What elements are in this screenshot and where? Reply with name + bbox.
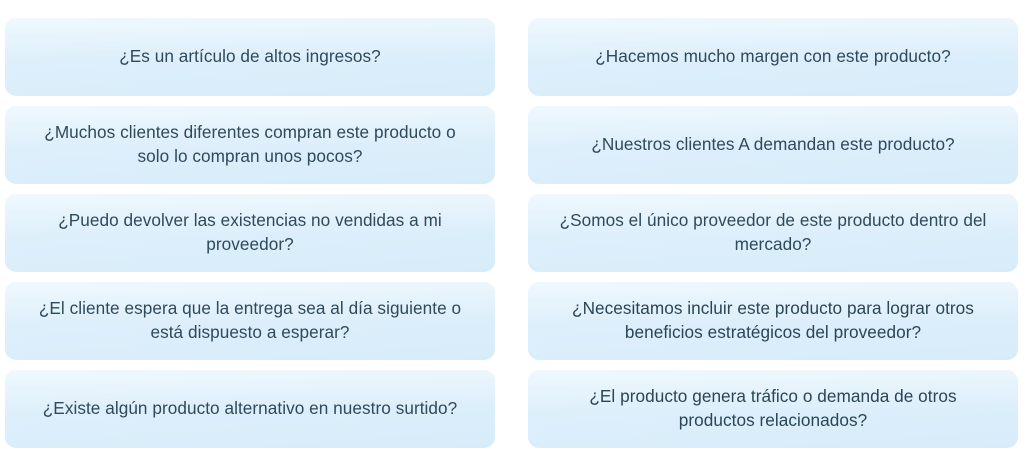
- question-card-text: ¿El producto genera tráfico o demanda de…: [589, 385, 957, 430]
- question-card-text: ¿Puedo devolver las existencias no vendi…: [58, 209, 442, 254]
- question-card-5[interactable]: ¿Puedo devolver las existencias no vendi…: [5, 194, 495, 272]
- question-card-9[interactable]: ¿Existe algún producto alternativo en nu…: [5, 370, 495, 448]
- question-card-8[interactable]: ¿Necesitamos incluir este producto para …: [528, 282, 1018, 360]
- question-card-10[interactable]: ¿El producto genera tráfico o demanda de…: [528, 370, 1018, 448]
- question-card-4[interactable]: ¿Nuestros clientes A demandan este produ…: [528, 106, 1018, 184]
- question-card-text: ¿Muchos clientes diferentes compran este…: [44, 121, 456, 166]
- question-card-text: ¿Es un artículo de altos ingresos?: [119, 45, 381, 66]
- question-card-7[interactable]: ¿El cliente espera que la entrega sea al…: [5, 282, 495, 360]
- question-card-1[interactable]: ¿Es un artículo de altos ingresos?: [5, 18, 495, 96]
- question-card-6[interactable]: ¿Somos el único proveedor de este produc…: [528, 194, 1018, 272]
- question-card-text: ¿Existe algún producto alternativo en nu…: [42, 397, 458, 418]
- question-card-3[interactable]: ¿Muchos clientes diferentes compran este…: [5, 106, 495, 184]
- question-card-text: ¿Hacemos mucho margen con este producto?: [595, 45, 951, 66]
- question-card-text: ¿Somos el único proveedor de este produc…: [559, 209, 987, 254]
- question-card-2[interactable]: ¿Hacemos mucho margen con este producto?: [528, 18, 1018, 96]
- question-card-text: ¿El cliente espera que la entrega sea al…: [38, 297, 462, 342]
- question-card-text: ¿Necesitamos incluir este producto para …: [572, 297, 974, 342]
- question-card-text: ¿Nuestros clientes A demandan este produ…: [591, 133, 955, 154]
